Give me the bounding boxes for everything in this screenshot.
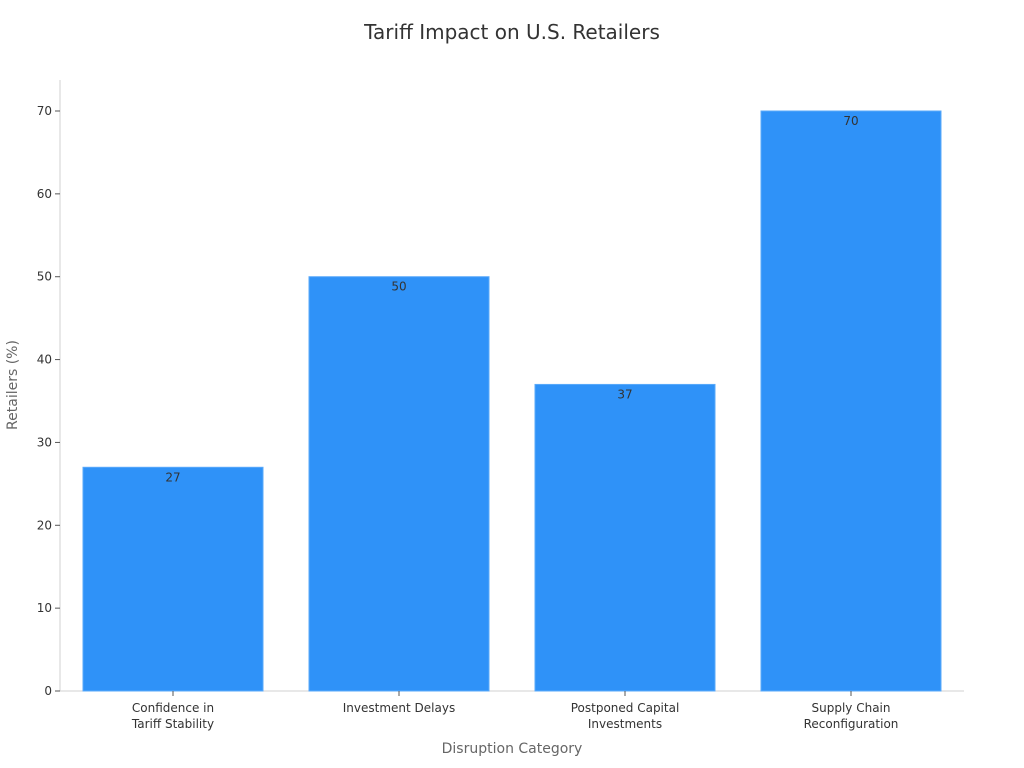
x-tick-label: Tariff Stability	[131, 717, 214, 731]
chart-title: Tariff Impact on U.S. Retailers	[364, 20, 660, 44]
y-tick-label: 20	[37, 518, 52, 532]
x-tick-label: Investment Delays	[343, 701, 455, 715]
bar	[760, 110, 942, 692]
bar-value-label: 27	[165, 470, 180, 484]
bar-value-label: 70	[843, 114, 858, 128]
x-tick-label: Postponed Capital	[571, 701, 680, 715]
y-tick-label: 50	[37, 270, 52, 284]
bar	[82, 466, 264, 692]
y-tick-label: 70	[37, 104, 52, 118]
bar	[308, 276, 490, 692]
x-tick-label: Reconfiguration	[804, 717, 899, 731]
y-tick-label: 0	[44, 684, 52, 698]
bar-value-label: 50	[391, 280, 406, 294]
y-tick-label: 30	[37, 435, 52, 449]
x-tick-label: Investments	[588, 717, 662, 731]
x-tick-label: Confidence in	[132, 701, 214, 715]
x-tick-label: Supply Chain	[812, 701, 891, 715]
y-tick-label: 10	[37, 601, 52, 615]
y-tick-label: 40	[37, 353, 52, 367]
y-tick-label: 60	[37, 187, 52, 201]
x-axis-label: Disruption Category	[441, 741, 583, 757]
bar	[534, 383, 716, 692]
bar-value-label: 37	[617, 387, 632, 401]
